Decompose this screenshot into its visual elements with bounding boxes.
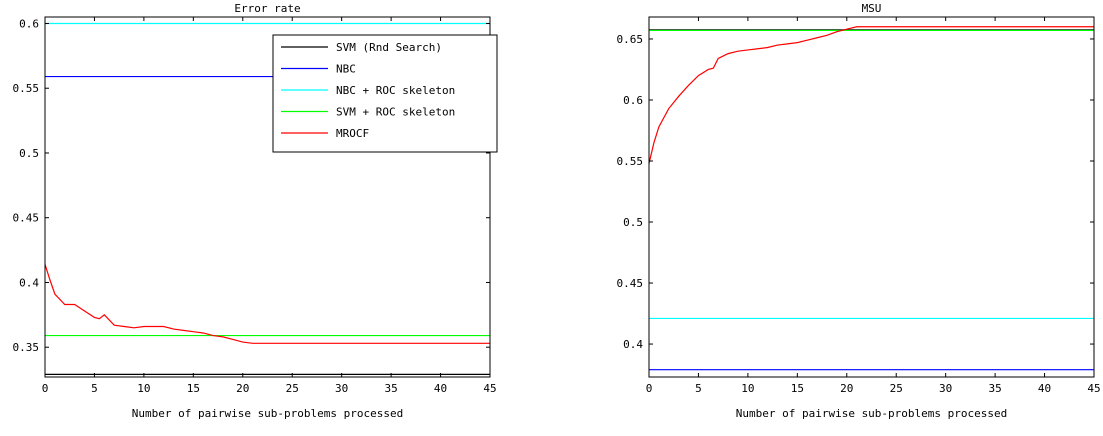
chart0-ytick-label: 0.45 [13, 212, 40, 225]
chart1-xtick-label: 35 [988, 382, 1001, 395]
chart1-xtick-label: 25 [890, 382, 903, 395]
chart0-ytick-label: 0.55 [13, 82, 40, 95]
chart0-title: Error rate [234, 2, 300, 15]
chart0-xtick-label: 30 [335, 382, 348, 395]
chart0-series-4-line [44, 264, 490, 344]
chart0-xtick-label: 45 [483, 382, 496, 395]
chart0-xtick-label: 15 [187, 382, 200, 395]
chart0-xtick-label: 25 [286, 382, 299, 395]
chart0-legend-label: NBC + ROC skeleton [336, 84, 455, 97]
chart1-xtick-label: 45 [1087, 382, 1100, 395]
chart0-xtick-label: 35 [384, 382, 397, 395]
chart0-xtick-label: 40 [434, 382, 447, 395]
chart0-ytick-label: 0.6 [19, 17, 39, 30]
chart0-legend-label: NBC [336, 63, 356, 76]
chart1-ytick-label: 0.65 [617, 33, 644, 46]
chart0-xlabel: Number of pairwise sub-problems processe… [132, 407, 404, 420]
chart1-xtick-label: 40 [1038, 382, 1051, 395]
chart1-xtick-label: 20 [840, 382, 853, 395]
chart0-ytick-label: 0.4 [19, 276, 39, 289]
chart0-ytick-label: 0.35 [13, 341, 40, 354]
chart1-xtick-label: 5 [695, 382, 702, 395]
chart1-ytick-label: 0.45 [617, 277, 644, 290]
chart0-axes-frame [44, 16, 491, 378]
chart1-ytick-label: 0.4 [623, 338, 643, 351]
chart0-legend-label: SVM (Rnd Search) [336, 41, 442, 54]
chart1-ytick-label: 0.55 [617, 155, 644, 168]
chart0-xtick-label: 5 [91, 382, 98, 395]
chart1-ytick-label: 0.6 [623, 94, 643, 107]
chart1-xtick-label: 30 [939, 382, 952, 395]
chart0-ytick-label: 0.5 [19, 147, 39, 160]
chart1-ytick-label: 0.5 [623, 216, 643, 229]
chart1-xtick-label: 10 [741, 382, 754, 395]
chart1-xlabel: Number of pairwise sub-problems processe… [736, 407, 1008, 420]
chart1-xtick-label: 0 [646, 382, 653, 395]
chart0-xtick-label: 10 [137, 382, 150, 395]
chart0-xtick-label: 20 [236, 382, 249, 395]
chart0-legend-label: SVM + ROC skeleton [336, 106, 455, 119]
chart0-legend-label: MROCF [336, 127, 369, 140]
chart0-xtick-label: 0 [42, 382, 49, 395]
chart1-series-4-line [648, 26, 1094, 164]
chart1-title: MSU [862, 2, 882, 15]
chart1-axes-frame [648, 16, 1095, 378]
chart1-axes-box [648, 16, 1095, 378]
chart1-xtick-label: 15 [791, 382, 804, 395]
